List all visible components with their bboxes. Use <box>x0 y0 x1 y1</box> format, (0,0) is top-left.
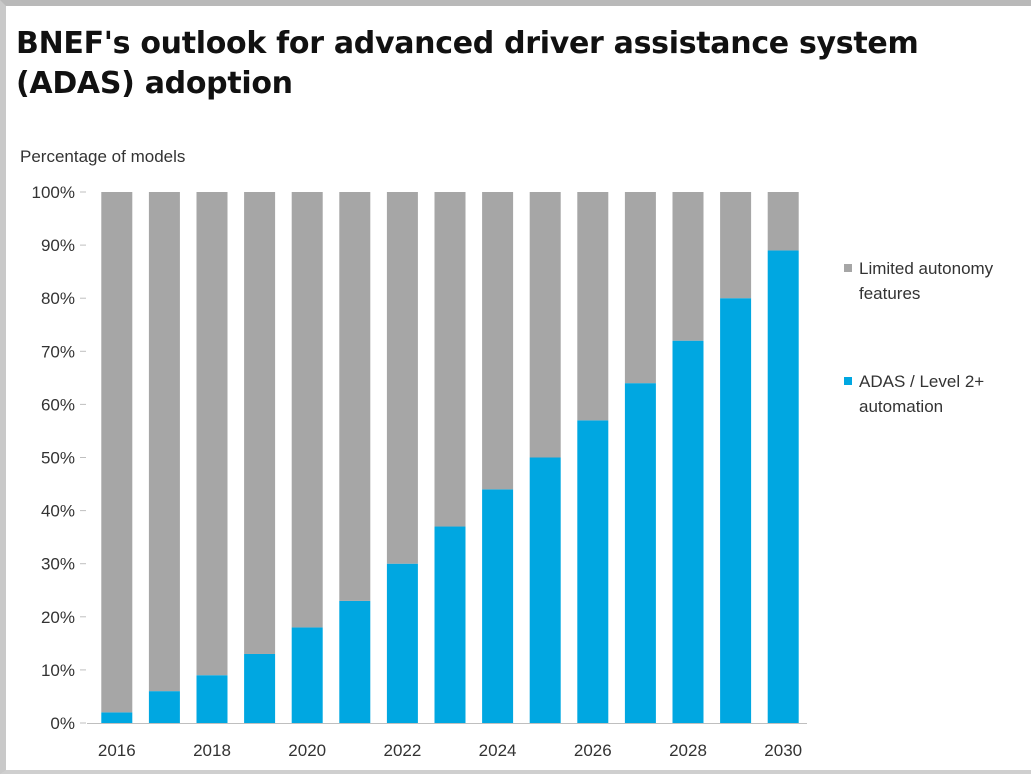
y-tick-label: 20% <box>41 608 75 627</box>
bar-limited-autonomy-features-2030 <box>767 192 799 251</box>
bar-limited-autonomy-features-2025 <box>529 192 561 458</box>
x-tick-label: 2018 <box>193 741 231 760</box>
x-tick-label: 2030 <box>764 741 802 760</box>
bars <box>101 192 799 723</box>
legend-swatch-limited-autonomy-features <box>844 264 852 272</box>
bar-adas-level-2-automation-2026 <box>577 420 609 723</box>
x-tick-label: 2024 <box>479 741 517 760</box>
y-tick-label: 0% <box>50 714 75 733</box>
chart-title: BNEF's outlook for advanced driver assis… <box>16 26 919 101</box>
bar-adas-level-2-automation-2018 <box>196 675 228 723</box>
x-tick-label: 2022 <box>383 741 421 760</box>
y-tick-label: 100% <box>32 183 75 202</box>
bar-limited-autonomy-features-2028 <box>672 192 704 341</box>
y-axis-caption: Percentage of models <box>20 147 186 166</box>
legend-swatch-adas-level-2-automation <box>844 377 852 385</box>
bar-limited-autonomy-features-2026 <box>577 192 609 421</box>
legend-label-adas-level-2-automation: ADAS / Level 2+ <box>859 372 984 391</box>
legend: Limited autonomy features ADAS / Level 2+ a… <box>844 259 994 416</box>
bar-adas-level-2-automation-2025 <box>529 457 561 723</box>
bar-adas-level-2-automation-2016 <box>101 712 133 723</box>
y-tick-label: 30% <box>41 555 75 574</box>
bar-adas-level-2-automation-2030 <box>767 250 799 723</box>
bar-limited-autonomy-features-2019 <box>244 192 276 654</box>
x-tick-label: 2020 <box>288 741 326 760</box>
bar-adas-level-2-automation-2024 <box>482 489 514 723</box>
bar-limited-autonomy-features-2016 <box>101 192 133 713</box>
bar-limited-autonomy-features-2020 <box>291 192 323 628</box>
bar-adas-level-2-automation-2028 <box>672 340 704 723</box>
bar-adas-level-2-automation-2029 <box>720 298 752 723</box>
y-axis: 0% 10% 20% 30% 40% 50% 60% 70% 80% 90% 100% <box>32 183 86 733</box>
y-tick-label: 50% <box>41 449 75 468</box>
y-tick-label: 40% <box>41 502 75 521</box>
bar-limited-autonomy-features-2018 <box>196 192 228 676</box>
bar-limited-autonomy-features-2022 <box>386 192 418 564</box>
bar-limited-autonomy-features-2029 <box>720 192 752 299</box>
bar-limited-autonomy-features-2021 <box>339 192 371 601</box>
bar-limited-autonomy-features-2023 <box>434 192 466 527</box>
bar-limited-autonomy-features-2027 <box>624 192 656 384</box>
x-tick-label: 2026 <box>574 741 612 760</box>
bar-adas-level-2-automation-2020 <box>291 627 323 723</box>
bar-limited-autonomy-features-2017 <box>148 192 180 692</box>
bar-adas-level-2-automation-2017 <box>148 691 180 723</box>
y-tick-label: 90% <box>41 236 75 255</box>
y-tick-label: 80% <box>41 289 75 308</box>
bar-adas-level-2-automation-2022 <box>386 563 418 723</box>
bar-adas-level-2-automation-2021 <box>339 600 371 723</box>
bar-adas-level-2-automation-2027 <box>624 383 656 723</box>
x-tick-label: 2016 <box>98 741 136 760</box>
legend-label-adas-level-2-automation: automation <box>859 397 943 416</box>
x-tick-label: 2028 <box>669 741 707 760</box>
bar-adas-level-2-automation-2019 <box>244 653 276 723</box>
legend-label-limited-autonomy-features: Limited autonomy <box>859 259 994 278</box>
bar-adas-level-2-automation-2023 <box>434 526 466 723</box>
y-tick-label: 70% <box>41 342 75 361</box>
x-axis: 2016 2018 2020 2022 2024 2026 2028 2030 <box>98 741 802 760</box>
y-tick-label: 60% <box>41 395 75 414</box>
y-tick-label: 10% <box>41 661 75 680</box>
legend-label-limited-autonomy-features: features <box>859 284 920 303</box>
bar-limited-autonomy-features-2024 <box>482 192 514 490</box>
